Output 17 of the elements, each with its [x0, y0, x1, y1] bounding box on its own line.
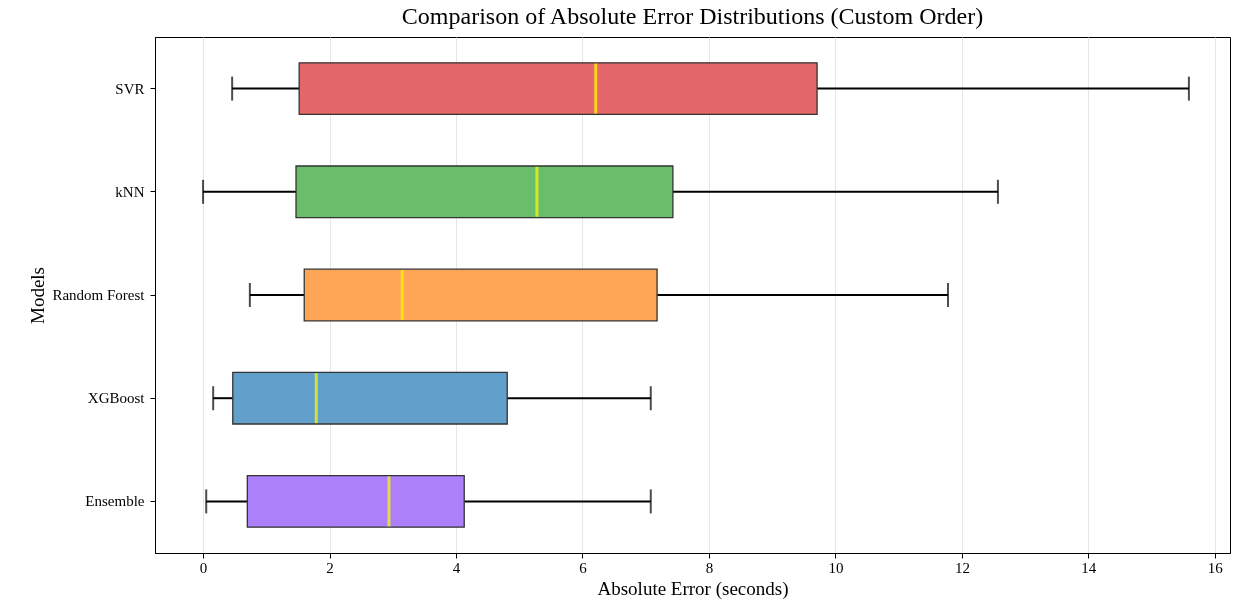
- y-tick-label: XGBoost: [87, 390, 146, 407]
- y-axis-title: Models: [27, 267, 49, 324]
- x-tick-label: 4: [452, 559, 461, 576]
- x-tick-label: 12: [954, 559, 970, 576]
- x-tick-label: 0: [199, 559, 208, 576]
- y-tick-label: Random Forest: [52, 287, 146, 303]
- x-tick-label: 16: [1207, 559, 1224, 576]
- x-tick-label: 10: [828, 559, 844, 576]
- y-tick-label: Ensemble: [85, 493, 145, 510]
- x-tick-label: 14: [1081, 559, 1097, 576]
- x-tick-label: 6: [579, 559, 588, 576]
- x-tick-label: 2: [326, 559, 334, 576]
- y-tick-label: SVR: [115, 80, 145, 97]
- chart-title: Comparison of Absolute Error Distributions (Custom Order): [401, 3, 984, 29]
- x-axis-title: Absolute Error (seconds): [597, 577, 789, 600]
- x-tick-label: 8: [705, 559, 714, 576]
- y-tick-label: kNN: [115, 183, 145, 200]
